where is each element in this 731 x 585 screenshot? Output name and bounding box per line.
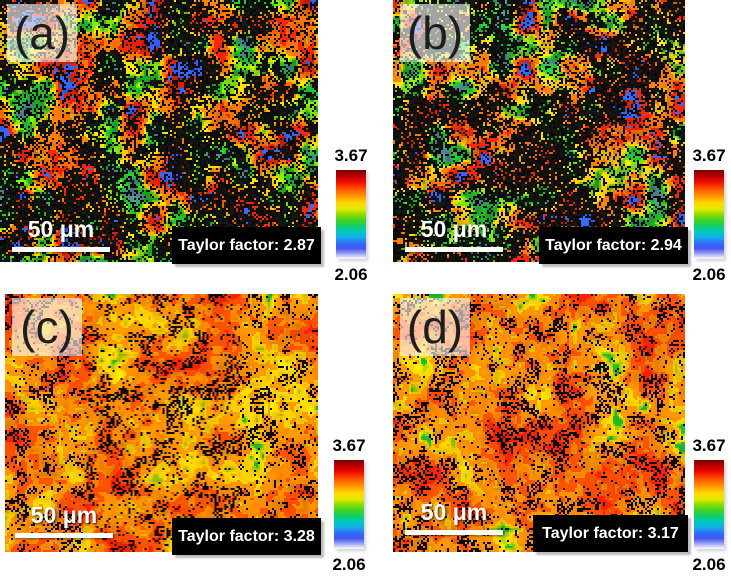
colorbar-max-label-b: 3.67 xyxy=(692,146,726,165)
colorbar-max-label-d: 3.67 xyxy=(692,436,726,455)
scale-bar-label-a: 50 μm xyxy=(27,216,95,242)
scale-bar-label-c: 50 μm xyxy=(30,502,98,528)
scale-bar-label-b: 50 μm xyxy=(420,216,488,242)
panel-letter-box-b: (b) xyxy=(400,4,470,62)
taylor-factor-badge-a: Taylor factor: 2.87 xyxy=(172,227,321,264)
colorbar-gradient-c xyxy=(334,460,364,549)
scale-bar-line-a xyxy=(12,247,110,252)
scale-bar-a: 50 μm xyxy=(12,216,110,252)
panel-letter-box-c: (c) xyxy=(12,298,82,356)
colorbar-c: 3.67 2.06 xyxy=(327,436,371,575)
colorbar-gradient-a xyxy=(336,170,366,259)
ebsd-map-panel-d: (d) 50 μm Taylor factor: 3.17 xyxy=(393,294,688,552)
colorbar-d: 3.67 2.06 xyxy=(687,436,731,575)
scale-bar-c: 50 μm xyxy=(15,502,113,538)
scale-bar-b: 50 μm xyxy=(405,216,503,252)
ebsd-map-panel-c: (c) 50 μm Taylor factor: 3.28 xyxy=(5,294,321,555)
taylor-factor-badge-c: Taylor factor: 3.28 xyxy=(172,518,321,555)
taylor-factor-badge-d: Taylor factor: 3.17 xyxy=(533,515,688,552)
taylor-factor-badge-b: Taylor factor: 2.94 xyxy=(539,227,688,264)
scale-bar-line-b xyxy=(405,247,503,252)
taylor-factor-text-a: Taylor factor: 2.87 xyxy=(178,236,315,254)
colorbar-a: 3.67 2.06 xyxy=(329,146,373,285)
colorbar-gradient-b xyxy=(694,170,724,259)
panel-letter-box-a: (a) xyxy=(7,4,77,62)
scale-bar-label-d: 50 μm xyxy=(420,499,488,525)
colorbar-max-label-a: 3.67 xyxy=(334,146,368,165)
taylor-factor-text-d: Taylor factor: 3.17 xyxy=(542,524,679,542)
ebsd-map-panel-b: (b) 50 μm Taylor factor: 2.94 xyxy=(393,0,688,264)
taylor-factor-text-c: Taylor factor: 3.28 xyxy=(178,527,315,545)
scale-bar-line-c xyxy=(15,533,113,538)
panel-letter-d: (d) xyxy=(406,301,464,353)
colorbar-max-label-c: 3.67 xyxy=(332,436,366,455)
panel-letter-b: (b) xyxy=(406,7,464,59)
scale-bar-line-d xyxy=(405,530,503,535)
colorbar-min-label-b: 2.06 xyxy=(692,265,726,284)
colorbar-min-label-c: 2.06 xyxy=(332,555,366,574)
colorbar-gradient-d xyxy=(694,460,724,549)
colorbar-min-label-a: 2.06 xyxy=(334,265,368,284)
taylor-factor-text-b: Taylor factor: 2.94 xyxy=(545,236,682,254)
scale-bar-d: 50 μm xyxy=(405,499,503,535)
panel-letter-box-d: (d) xyxy=(400,298,470,356)
panel-letter-a: (a) xyxy=(13,7,71,59)
colorbar-min-label-d: 2.06 xyxy=(692,555,726,574)
panel-letter-c: (c) xyxy=(20,301,74,353)
colorbar-b: 3.67 2.06 xyxy=(687,146,731,285)
ebsd-map-panel-a: (a) 50 μm Taylor factor: 2.87 xyxy=(0,0,321,264)
